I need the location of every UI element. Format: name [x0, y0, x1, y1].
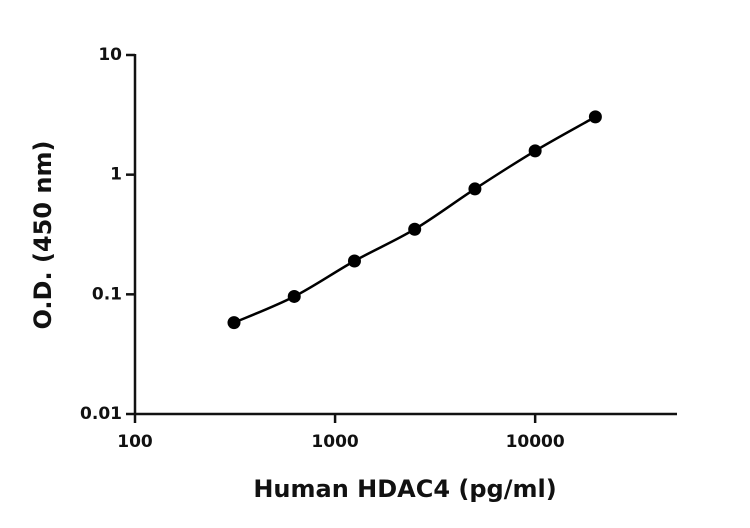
x-tick-label: 100: [117, 432, 153, 452]
y-tick-label: 0.1: [92, 284, 122, 304]
data-point: [528, 144, 542, 158]
data-point: [347, 254, 361, 268]
x-axis-label: Human HDAC4 (pg/ml): [253, 475, 556, 503]
y-tick-label: 0.01: [80, 404, 122, 424]
data-point: [287, 289, 301, 303]
fit-line: [233, 115, 596, 324]
y-tick-label: 10: [98, 45, 122, 65]
x-tick-label: 10000: [506, 432, 565, 452]
y-tick-label: 1: [110, 165, 122, 185]
x-tick-label: 1000: [311, 432, 358, 452]
data-point: [468, 182, 482, 196]
data-point: [227, 316, 241, 330]
y-axis-label: O.D. (450 nm): [29, 141, 57, 330]
data-point: [408, 222, 422, 236]
data-point: [588, 110, 602, 124]
